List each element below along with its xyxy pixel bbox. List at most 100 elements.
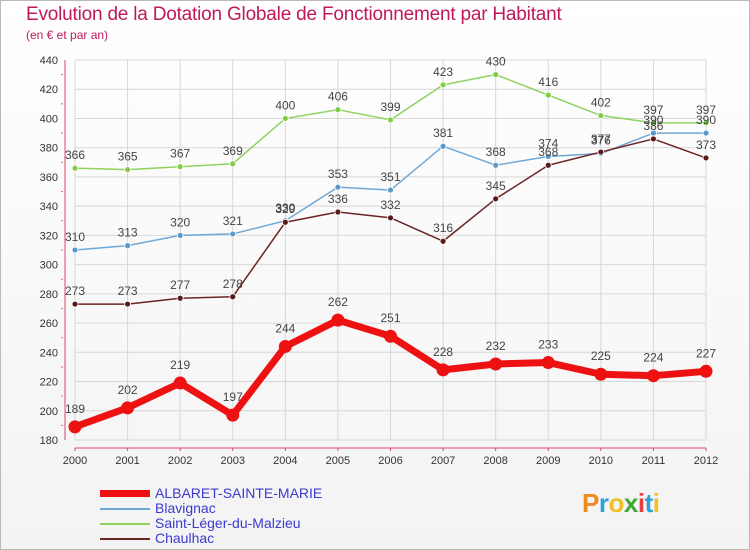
chart-title: Evolution de la Dotation Globale de Fonc… [26, 4, 562, 25]
series-point-3 [594, 367, 608, 381]
x-tick-label: 2006 [378, 455, 402, 467]
data-label: 402 [591, 96, 611, 110]
series-point-1 [176, 231, 184, 239]
series-point-0 [702, 119, 710, 127]
data-label: 374 [538, 136, 558, 150]
y-tick-label: 400 [40, 113, 58, 125]
data-label: 381 [433, 126, 453, 140]
series-point-2 [650, 135, 657, 143]
series-point-3 [646, 369, 660, 383]
data-label: 390 [696, 113, 716, 127]
series-point-3 [68, 420, 82, 434]
x-tick-label: 2012 [694, 455, 718, 467]
y-tick-label: 220 [40, 377, 58, 389]
data-label: 225 [591, 349, 611, 363]
series-point-1 [439, 142, 447, 150]
data-label: 353 [328, 167, 348, 181]
x-tick-label: 2011 [642, 455, 666, 467]
series-point-0 [229, 160, 237, 168]
data-label: 251 [380, 311, 400, 325]
series-point-3 [278, 339, 292, 353]
data-label: 368 [486, 145, 506, 159]
series-point-0 [492, 71, 500, 79]
chart-subtitle: (en € et par an) [26, 28, 109, 42]
series-point-2 [176, 294, 184, 302]
data-label: 227 [696, 346, 716, 360]
series-point-0 [387, 116, 394, 124]
series-point-3 [489, 357, 503, 371]
series-point-3 [541, 356, 555, 370]
legend-label-saint-leger: Saint-Léger-du-Malzieu [155, 515, 301, 531]
series-point-2 [702, 154, 710, 162]
legend-label-albaret: ALBARET-SAINTE-MARIE [155, 485, 323, 501]
series-point-0 [650, 119, 657, 127]
data-label: 202 [118, 383, 138, 397]
series-point-0 [597, 112, 605, 119]
legend-label-chaulhac: Chaulhac [155, 530, 215, 546]
data-label: 366 [65, 148, 85, 162]
logo-letter: i [637, 488, 645, 518]
data-label: 189 [65, 402, 85, 416]
logo-letter: i [652, 488, 660, 518]
y-tick-label: 240 [40, 347, 58, 359]
data-label: 351 [380, 170, 400, 184]
series-point-1 [387, 186, 394, 194]
data-label: 313 [118, 226, 138, 240]
series-point-3 [384, 329, 397, 343]
data-label: 224 [643, 351, 663, 365]
series-point-3 [226, 408, 240, 422]
series-point-1 [492, 161, 500, 169]
data-label: 376 [591, 134, 611, 148]
x-tick-label: 2009 [536, 455, 560, 467]
legend-swatch-albaret [100, 490, 150, 497]
y-tick-label: 260 [40, 318, 58, 330]
data-label: 365 [118, 150, 138, 164]
x-tick-label: 2003 [221, 455, 245, 467]
data-label: 423 [433, 65, 453, 79]
series-point-1 [702, 129, 710, 137]
x-tick-label: 2007 [431, 455, 455, 467]
series-point-0 [544, 91, 552, 99]
series-point-3 [436, 363, 450, 377]
x-tick-label: 2002 [168, 455, 192, 467]
data-label: 219 [170, 358, 190, 372]
series-point-2 [387, 214, 394, 222]
y-tick-label: 180 [40, 435, 58, 447]
series-point-0 [124, 166, 131, 174]
logo-letter: r [598, 488, 609, 518]
data-label: 244 [275, 321, 295, 335]
logo-letter: x [623, 488, 638, 518]
logo-letter: P [582, 488, 599, 518]
data-label: 399 [380, 100, 400, 114]
data-label: 400 [275, 98, 295, 112]
data-label: 390 [643, 113, 663, 127]
y-tick-label: 340 [40, 201, 58, 213]
series-point-2 [71, 300, 79, 308]
series-point-2 [597, 148, 605, 156]
data-label: 397 [696, 103, 716, 117]
legend-swatch-blavignac [100, 508, 150, 510]
y-tick-label: 380 [40, 143, 58, 155]
series-point-1 [229, 230, 237, 238]
x-tick-label: 2001 [115, 455, 139, 467]
x-tick-label: 2000 [63, 455, 87, 467]
y-tick-label: 200 [40, 406, 58, 418]
series-point-2 [281, 218, 289, 226]
logo-letter: o [608, 488, 624, 518]
data-label: 232 [486, 339, 506, 353]
data-label: 367 [170, 147, 190, 161]
series-point-2 [124, 300, 131, 308]
y-tick-label: 320 [40, 230, 58, 242]
series-point-0 [71, 164, 79, 172]
data-label: 369 [223, 144, 243, 158]
x-tick-label: 2004 [273, 455, 297, 467]
y-tick-label: 300 [40, 260, 58, 272]
series-point-1 [334, 183, 342, 191]
series-point-0 [176, 163, 184, 171]
data-label: 321 [223, 214, 243, 228]
data-label: 397 [643, 103, 663, 117]
legend-swatch-chaulhac [100, 538, 150, 540]
data-label: 332 [380, 198, 400, 212]
series-point-0 [281, 115, 289, 122]
data-label: 316 [433, 221, 453, 235]
